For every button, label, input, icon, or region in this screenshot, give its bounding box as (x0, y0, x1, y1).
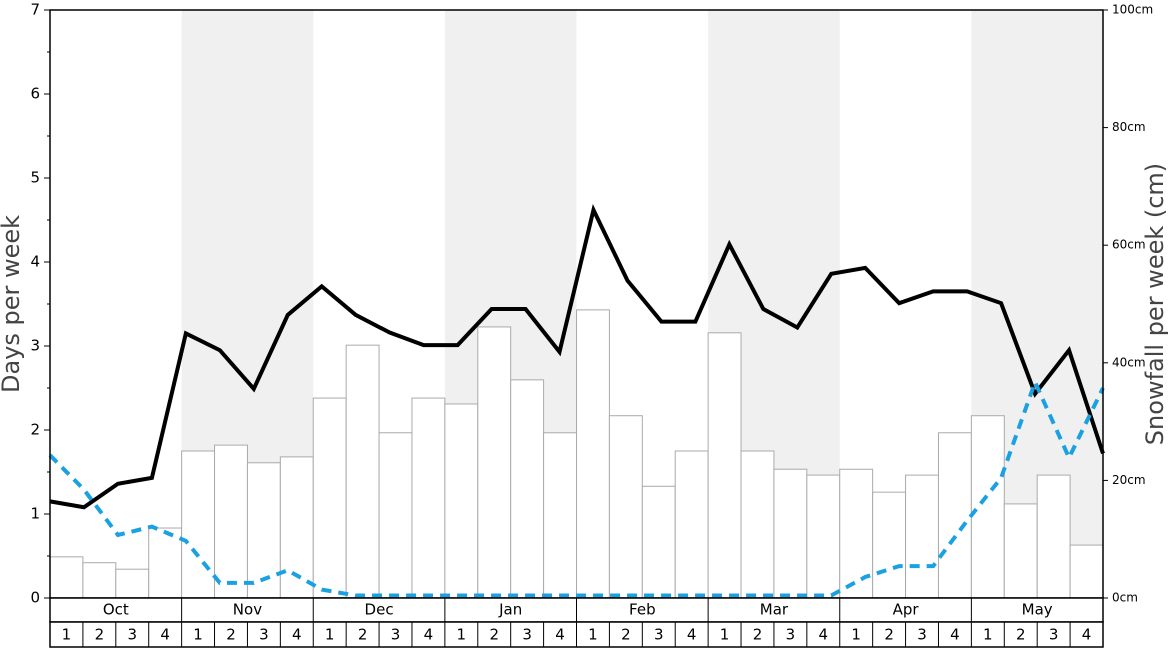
bar (674, 450, 709, 599)
x-tick-label: 3 (1049, 626, 1059, 644)
bar (970, 415, 1005, 599)
bar (1069, 544, 1104, 599)
y-tick-label: 0 (30, 589, 40, 607)
bar (1036, 474, 1071, 599)
x-tick-label: 2 (1016, 626, 1026, 644)
line (48, 376, 1105, 598)
x-tick-label: 4 (950, 626, 960, 644)
x-tick-label: 3 (522, 626, 532, 644)
bar (937, 432, 972, 599)
bar (510, 379, 545, 599)
bar (1003, 503, 1038, 599)
y-axis-title: Days per week (0, 215, 25, 393)
x-tick-label: 4 (292, 626, 302, 644)
bar (543, 432, 577, 599)
bar (345, 344, 380, 599)
month-label: Jan (498, 601, 522, 619)
x-tick-label: 1 (62, 626, 72, 644)
x-tick-label: 2 (226, 626, 236, 644)
x-tick-label: 1 (720, 626, 730, 644)
bar (181, 450, 216, 599)
x-tick-label: 4 (687, 626, 697, 644)
month-label: Dec (365, 601, 394, 619)
x-tick-label: 4 (819, 626, 829, 644)
bar (576, 309, 610, 599)
y-tick-label: 4 (30, 253, 40, 271)
x-tick-label: 1 (588, 626, 598, 644)
line (49, 203, 1105, 510)
bar (312, 397, 347, 599)
x-tick-label: 2 (884, 626, 894, 644)
bar (477, 326, 512, 599)
y-tick-label: 3 (30, 337, 40, 355)
bar (444, 403, 479, 599)
x-tick-label: 3 (654, 626, 664, 644)
y2-tick-label: 60cm (1112, 238, 1146, 252)
x-tick-label: 3 (391, 626, 401, 644)
x-tick-label: 3 (917, 626, 927, 644)
x-tick-label: 1 (851, 626, 861, 644)
x-tick-label: 3 (786, 626, 796, 644)
y2-tick-label: 20cm (1112, 473, 1146, 487)
y-tick-label: 1 (30, 505, 40, 523)
x-tick-label: 2 (95, 626, 105, 644)
x-tick-label: 2 (358, 626, 368, 644)
y2-tick-label: 40cm (1112, 355, 1146, 369)
x-tick-label: 2 (489, 626, 499, 644)
bar (49, 556, 84, 599)
x-tick-label: 2 (753, 626, 763, 644)
x-tick-label: 1 (457, 626, 467, 644)
x-tick-label: 2 (621, 626, 631, 644)
y2-tick-label: 100cm (1112, 3, 1153, 17)
y-tick-label: 6 (30, 85, 40, 103)
bar (115, 568, 150, 599)
bar (740, 450, 775, 599)
bar (608, 415, 643, 599)
x-tick-label: 1 (193, 626, 203, 644)
x-tick-label: 3 (127, 626, 137, 644)
bar (246, 462, 281, 599)
x-tick-label: 1 (983, 626, 993, 644)
bar (872, 491, 907, 599)
bar (707, 332, 742, 599)
bar (82, 562, 117, 599)
y2-tick-label: 80cm (1112, 120, 1146, 134)
y-tick-label: 2 (30, 421, 40, 439)
x-tick-label: 4 (160, 626, 170, 644)
bar (905, 474, 939, 599)
bar (806, 474, 841, 599)
x-tick-label: 1 (325, 626, 335, 644)
bar (214, 444, 248, 599)
x-tick-label: 4 (424, 626, 434, 644)
bar (411, 397, 446, 599)
x-tick-label: 3 (259, 626, 269, 644)
y2-axis-title: Snowfall per week (cm) (1141, 163, 1168, 445)
month-label: May (1022, 601, 1053, 619)
month-label: Oct (103, 601, 129, 619)
x-tick-label: 4 (555, 626, 565, 644)
month-label: Apr (893, 601, 920, 619)
y-tick-label: 5 (30, 169, 40, 187)
x-tick-label: 4 (1082, 626, 1092, 644)
bar (378, 432, 413, 599)
month-label: Mar (760, 601, 789, 619)
y2-tick-label: 0cm (1112, 591, 1138, 605)
bar (839, 468, 874, 599)
bar (641, 485, 676, 599)
month-label: Nov (233, 601, 262, 619)
bar (148, 527, 183, 599)
bar (773, 468, 808, 599)
month-label: Feb (629, 601, 656, 619)
y-tick-label: 7 (30, 1, 40, 19)
